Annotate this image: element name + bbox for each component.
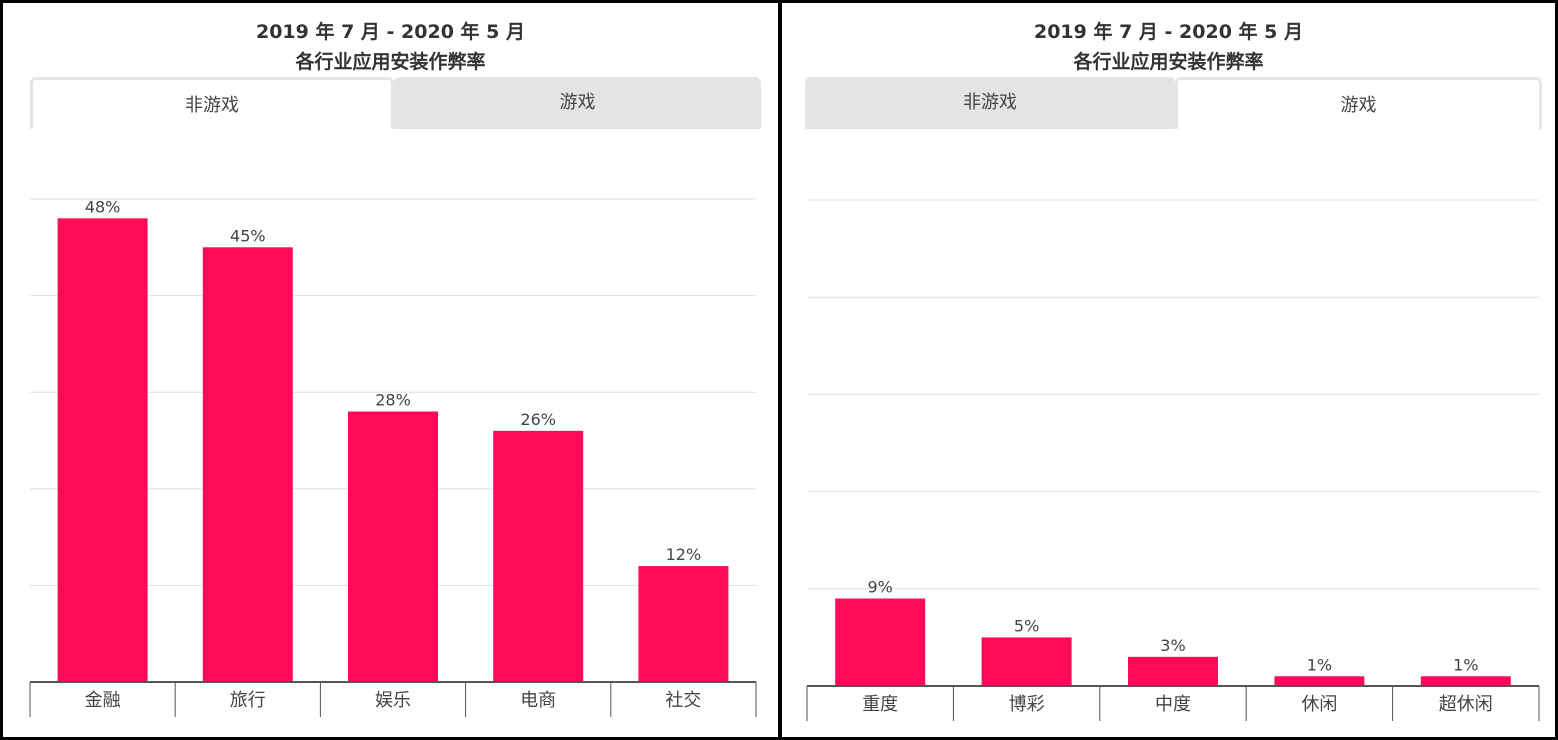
tab-bar: 非游戏 游戏 — [805, 77, 1542, 129]
value-label: 3% — [1160, 636, 1185, 655]
category-label: 超休闲 — [1439, 694, 1493, 715]
chart-title: 各行业应用安装作弊率 — [295, 51, 486, 73]
category-label: 社交 — [665, 690, 701, 711]
bar-金融 — [57, 218, 148, 682]
bar-社交 — [638, 566, 729, 682]
value-label: 12% — [666, 545, 702, 564]
bar-休闲 — [1274, 676, 1365, 686]
value-label: 28% — [375, 391, 411, 410]
category-label: 金融 — [85, 690, 121, 711]
category-label: 中度 — [1155, 694, 1191, 715]
bar-重度 — [835, 598, 926, 686]
value-label: 45% — [230, 226, 266, 245]
tab-game[interactable]: 游戏 — [394, 77, 761, 129]
bar-chart-game: 9% 5% 3% 1% 1% 重度 博彩 中度 休闲 超休闲 — [806, 199, 1540, 721]
bar-电商 — [493, 430, 584, 682]
value-label: 1% — [1307, 655, 1332, 674]
category-label: 重度 — [862, 694, 898, 715]
bar-chart-non-game: 48% 45% 28% 26% 12% 金融 旅行 娱乐 电商 社交 — [29, 197, 757, 717]
value-label: 26% — [520, 410, 556, 429]
category-label: 电商 — [520, 690, 556, 711]
chart-panel-game: 2019 年 7 月 - 2020 年 5 月 各行业应用安装作弊率 非游戏 游… — [779, 0, 1558, 740]
bar-超休闲 — [1420, 676, 1511, 686]
category-label: 娱乐 — [375, 690, 411, 711]
value-label: 5% — [1014, 616, 1039, 635]
value-label: 1% — [1453, 655, 1478, 674]
tab-game[interactable]: 游戏 — [1175, 77, 1542, 129]
category-label: 旅行 — [230, 690, 266, 711]
chart-title-date-range: 2019 年 7 月 - 2020 年 5 月 — [255, 21, 525, 43]
chart-panel-non-game: 2019 年 7 月 - 2020 年 5 月 各行业应用安装作弊率 非游戏 游… — [0, 0, 781, 740]
category-label: 博彩 — [1009, 694, 1045, 715]
bar-旅行 — [202, 247, 293, 683]
chart-title: 各行业应用安装作弊率 — [1073, 51, 1264, 73]
bar-娱乐 — [348, 411, 438, 682]
category-label: 休闲 — [1301, 694, 1337, 715]
value-label: 9% — [868, 578, 893, 597]
tab-bar: 非游戏 游戏 — [30, 77, 761, 129]
chart-title-date-range: 2019 年 7 月 - 2020 年 5 月 — [1033, 21, 1303, 43]
bar-中度 — [1128, 656, 1218, 686]
tab-non-game[interactable]: 非游戏 — [30, 77, 394, 129]
tab-non-game[interactable]: 非游戏 — [805, 77, 1175, 129]
bar-博彩 — [981, 637, 1072, 686]
value-label: 48% — [85, 197, 121, 216]
